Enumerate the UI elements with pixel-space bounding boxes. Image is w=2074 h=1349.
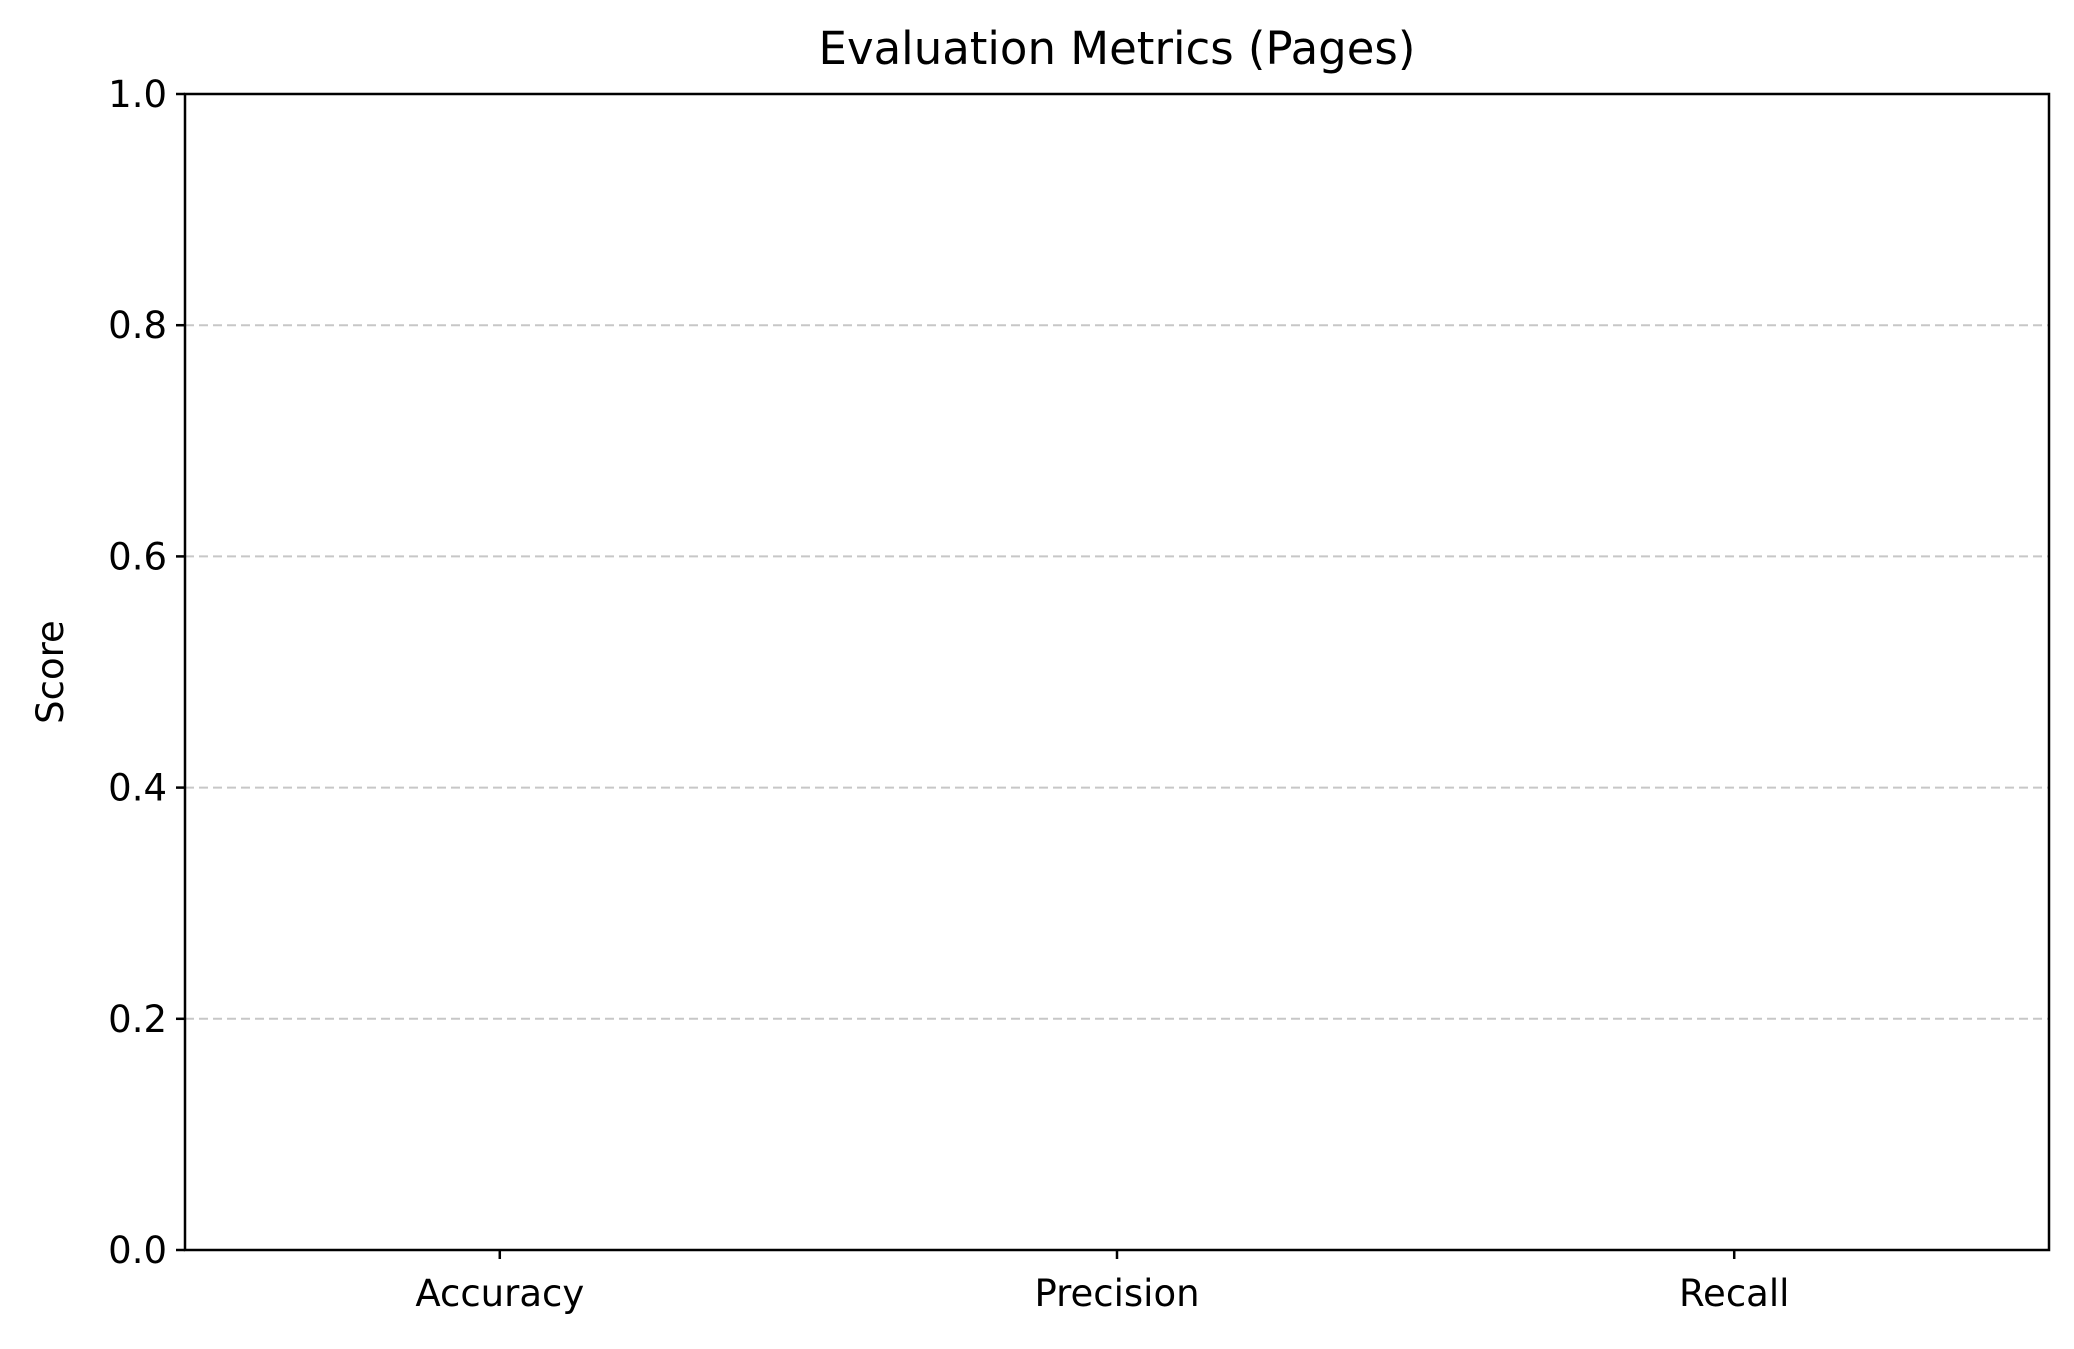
y-tick-label: 0.0	[108, 1229, 167, 1272]
y-tick-label: 1.0	[108, 73, 167, 116]
y-tick-label: 0.4	[108, 767, 167, 810]
y-tick-label: 0.2	[108, 998, 167, 1041]
x-tick-label: Accuracy	[415, 1272, 584, 1315]
y-tick-label: 0.8	[108, 304, 167, 347]
y-tick-label: 0.6	[108, 535, 167, 578]
x-axis: Accuracy Precision Recall	[415, 1250, 1789, 1315]
grid-lines	[185, 324, 2049, 1020]
y-axis-label: Score	[29, 620, 72, 724]
x-tick-label: Precision	[1034, 1272, 1199, 1315]
x-tick-label: Recall	[1679, 1272, 1789, 1315]
y-axis: 0.0 0.2 0.4 0.6 0.8 1.0	[108, 73, 185, 1272]
chart-title: Evaluation Metrics (Pages)	[819, 22, 1416, 75]
